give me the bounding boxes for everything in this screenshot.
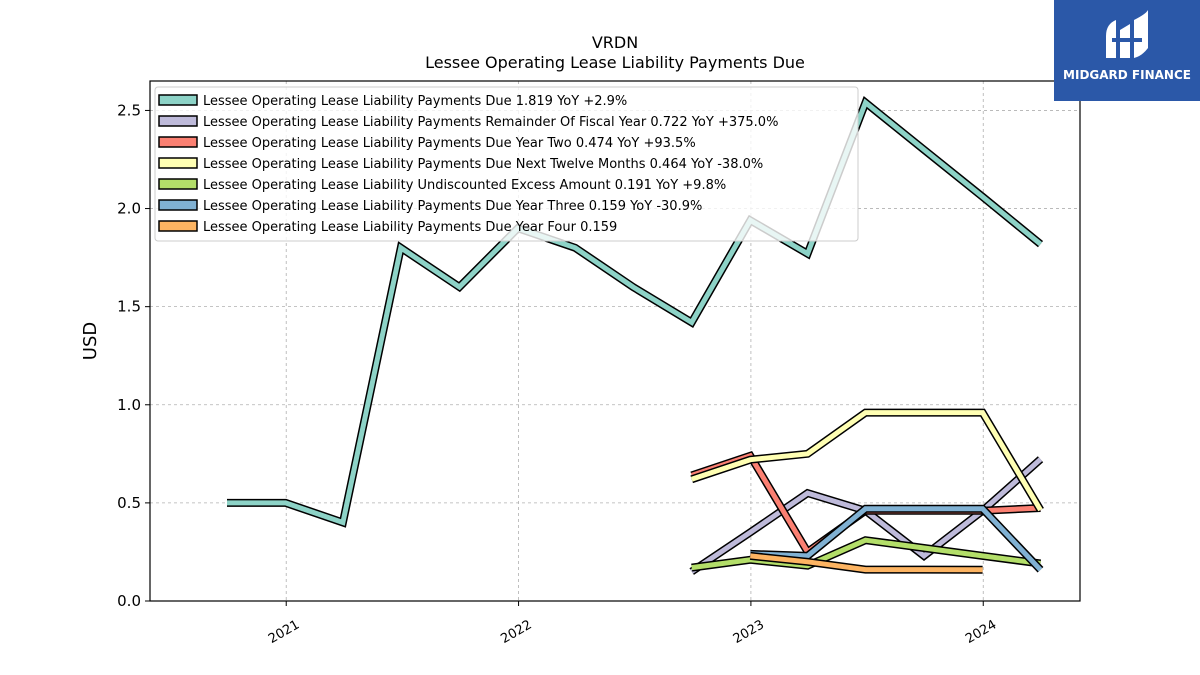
legend-box xyxy=(154,86,859,242)
legend-swatch xyxy=(158,94,198,106)
x-tick-label: 2023 xyxy=(731,617,767,647)
legend-entry: Lessee Operating Lease Liability Payment… xyxy=(203,199,702,214)
y-tick-label: 2.5 xyxy=(117,101,141,119)
legend-swatch xyxy=(158,178,198,190)
x-tick-label: 2022 xyxy=(498,617,534,647)
y-tick-label: 0.5 xyxy=(117,494,141,512)
brand-name: MIDGARD FINANCE xyxy=(1063,68,1191,82)
y-tick-label: 1.5 xyxy=(117,298,141,316)
chart-title: VRDN xyxy=(592,33,638,52)
series-outline xyxy=(691,536,1042,572)
legend-entry: Lessee Operating Lease Liability Payment… xyxy=(203,157,763,172)
series-line xyxy=(750,553,983,573)
series-lines xyxy=(227,96,1044,575)
legend-entry: Lessee Operating Lease Liability Undisco… xyxy=(203,178,726,193)
series-line xyxy=(690,410,1043,512)
brand-logo: MIDGARD FINANCE xyxy=(1054,0,1200,101)
series-4 xyxy=(691,536,1042,572)
plot-frame xyxy=(149,80,1081,602)
brand-mark-icon xyxy=(1106,10,1148,58)
series-3 xyxy=(690,408,1044,513)
legend-entry: Lessee Operating Lease Liability Payment… xyxy=(203,94,627,109)
series-6 xyxy=(749,551,983,574)
legend-swatch xyxy=(158,220,198,232)
x-tick-label: 2021 xyxy=(266,617,302,647)
legend: Lessee Operating Lease Liability Payment… xyxy=(154,86,859,242)
y-tick-label: 1.0 xyxy=(117,396,141,414)
series-5 xyxy=(750,504,1044,573)
legend-swatch xyxy=(158,115,198,127)
chart-subtitle: Lessee Operating Lease Liability Payment… xyxy=(425,53,805,72)
series-line xyxy=(227,98,1043,526)
y-tick-label: 0.0 xyxy=(117,592,141,610)
legend-entry: Lessee Operating Lease Liability Payment… xyxy=(203,115,778,130)
x-tick-label: 2024 xyxy=(963,617,999,647)
legend-swatch xyxy=(158,199,198,211)
y-tick-label: 2.0 xyxy=(117,200,141,218)
series-line xyxy=(750,506,1043,572)
series-0 xyxy=(227,96,1044,528)
axis-ticks: 0.0 0.5 1.0 1.5 2.0 2.5 2021 2022 2023 2024 xyxy=(117,101,999,647)
y-axis-label: USD xyxy=(80,322,101,360)
legend-swatch xyxy=(158,157,198,169)
legend-entry: Lessee Operating Lease Liability Payment… xyxy=(203,220,617,235)
legend-swatch xyxy=(158,136,198,148)
legend-entry: Lessee Operating Lease Liability Payment… xyxy=(203,136,696,151)
